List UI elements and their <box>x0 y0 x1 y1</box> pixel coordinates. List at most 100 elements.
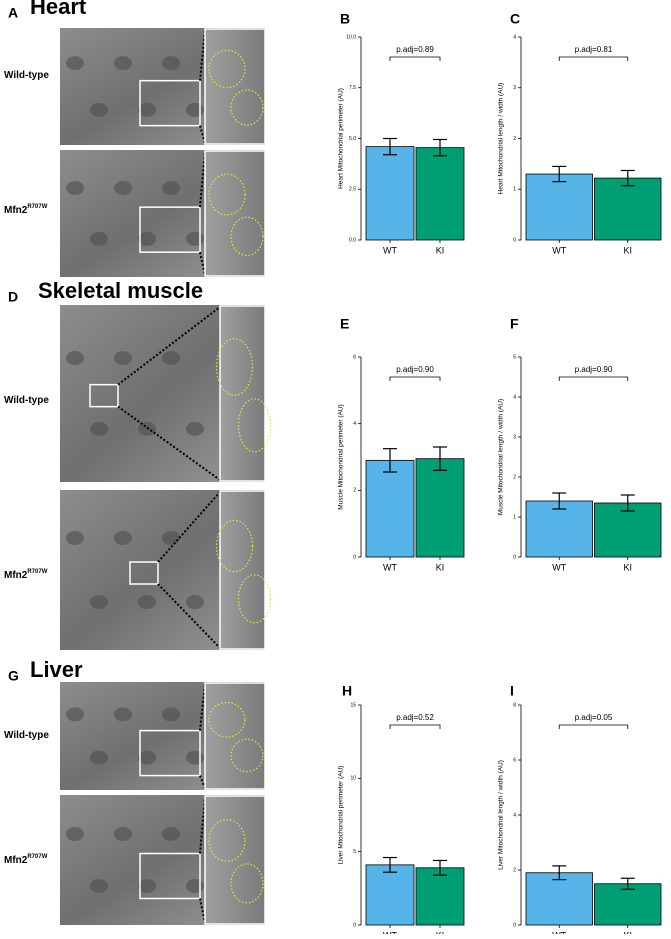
outline <box>215 519 254 573</box>
x-tick-label: WT <box>383 562 397 572</box>
y-tick-label: 1 <box>513 514 516 520</box>
y-tick-label: 6 <box>513 757 516 763</box>
outline <box>208 49 246 89</box>
p-value: p.adj=0.89 <box>396 45 434 54</box>
bar <box>365 864 415 926</box>
y-tick-label: 0 <box>513 922 516 928</box>
organelle <box>90 595 108 609</box>
organelle <box>162 707 180 722</box>
organelle <box>162 531 180 545</box>
error-bar <box>383 137 397 156</box>
panel-letter: B <box>340 11 350 27</box>
inset <box>204 28 266 145</box>
organelle <box>138 595 156 609</box>
row-label: Mfn2R707W <box>4 569 48 581</box>
row-label-text: Mfn2 <box>4 855 28 866</box>
significance-bracket <box>389 376 441 381</box>
panel-letter: D <box>8 289 18 305</box>
organelle <box>162 351 180 366</box>
superscript: R707W <box>27 204 47 210</box>
y-tick-label: 6 <box>353 354 356 360</box>
panel-letter: E <box>340 316 349 332</box>
bar <box>525 173 593 241</box>
outline <box>237 398 272 453</box>
bar <box>415 458 465 558</box>
organelle <box>66 531 84 545</box>
bar <box>594 502 662 558</box>
organelle <box>186 750 204 765</box>
error-bar <box>433 138 447 157</box>
bar <box>415 147 465 241</box>
organelle <box>114 827 132 841</box>
section-title: Skeletal muscle <box>38 278 203 303</box>
organelle <box>90 421 108 436</box>
error-bar <box>620 169 635 187</box>
y-tick-label: 5 <box>353 849 356 855</box>
panel-letter: I <box>510 683 514 699</box>
organelle <box>66 707 84 722</box>
y-tick-label: 0 <box>353 922 356 928</box>
x-tick-label: WT <box>383 245 397 255</box>
x-tick-label: WT <box>552 245 566 255</box>
y-tick-label: 4 <box>513 812 516 818</box>
row-label: Wild-type <box>4 395 49 406</box>
y-axis-label: Liver Mitochondrial length / width (AU) <box>498 760 505 870</box>
error-bar <box>552 492 567 510</box>
organelle <box>90 750 108 765</box>
error-bar <box>383 448 397 473</box>
significance-bracket <box>558 376 629 381</box>
inset <box>204 682 266 790</box>
outline <box>230 738 264 773</box>
organelle <box>114 181 132 196</box>
y-axis-label: Muscle Mitochondrial length / width (AU) <box>498 399 505 515</box>
organelle <box>162 56 180 71</box>
y-axis-label: Liver Mitochondrial perimeter (AU) <box>338 766 345 865</box>
y-tick-label: 0 <box>513 237 516 243</box>
panel-letter: A <box>8 5 18 21</box>
bar <box>525 872 593 926</box>
zoom-box <box>89 383 119 408</box>
zoom-line <box>199 151 206 208</box>
p-value: p.adj=0.90 <box>575 365 613 374</box>
row-label: Mfn2R707W <box>4 854 48 866</box>
organelle <box>114 56 132 71</box>
organelle <box>162 827 180 841</box>
inset <box>204 795 266 925</box>
error-bar <box>620 494 635 512</box>
y-tick-label: 2 <box>353 488 356 494</box>
row-label-text: Mfn2 <box>4 205 28 216</box>
significance-bracket <box>389 724 441 729</box>
y-tick-label: 10 <box>350 776 356 782</box>
y-tick-label: 0.0 <box>349 237 356 243</box>
x-tick-label: KI <box>436 930 445 934</box>
zoom-line <box>117 306 221 386</box>
y-tick-label: 4 <box>353 421 356 427</box>
organelle <box>114 531 132 545</box>
x-tick-label: WT <box>552 562 566 572</box>
y-tick-label: 2 <box>513 136 516 142</box>
y-axis-label: Heart Mitochondrial length / width (AU) <box>498 83 505 195</box>
bar <box>415 867 465 926</box>
panel-letter: F <box>510 316 519 332</box>
inset <box>204 150 266 277</box>
y-tick-label: 4 <box>513 34 516 40</box>
panel-letter: G <box>8 668 19 684</box>
p-value: p.adj=0.05 <box>575 713 613 722</box>
y-tick-label: 15 <box>350 702 356 708</box>
row-label: Wild-type <box>4 70 49 81</box>
organelle <box>90 102 108 117</box>
bar <box>594 883 662 926</box>
section-title: Liver <box>30 657 83 682</box>
bar <box>525 500 593 558</box>
y-tick-label: 7.5 <box>349 85 356 91</box>
organelle <box>66 181 84 196</box>
y-tick-label: 3 <box>513 434 516 440</box>
row-label-text: Wild-type <box>4 730 49 741</box>
row-label-text: Wild-type <box>4 395 49 406</box>
p-value: p.adj=0.52 <box>396 713 434 722</box>
outline <box>230 216 264 257</box>
y-tick-label: 2 <box>513 474 516 480</box>
organelle <box>90 231 108 246</box>
zoom-box <box>139 206 201 253</box>
